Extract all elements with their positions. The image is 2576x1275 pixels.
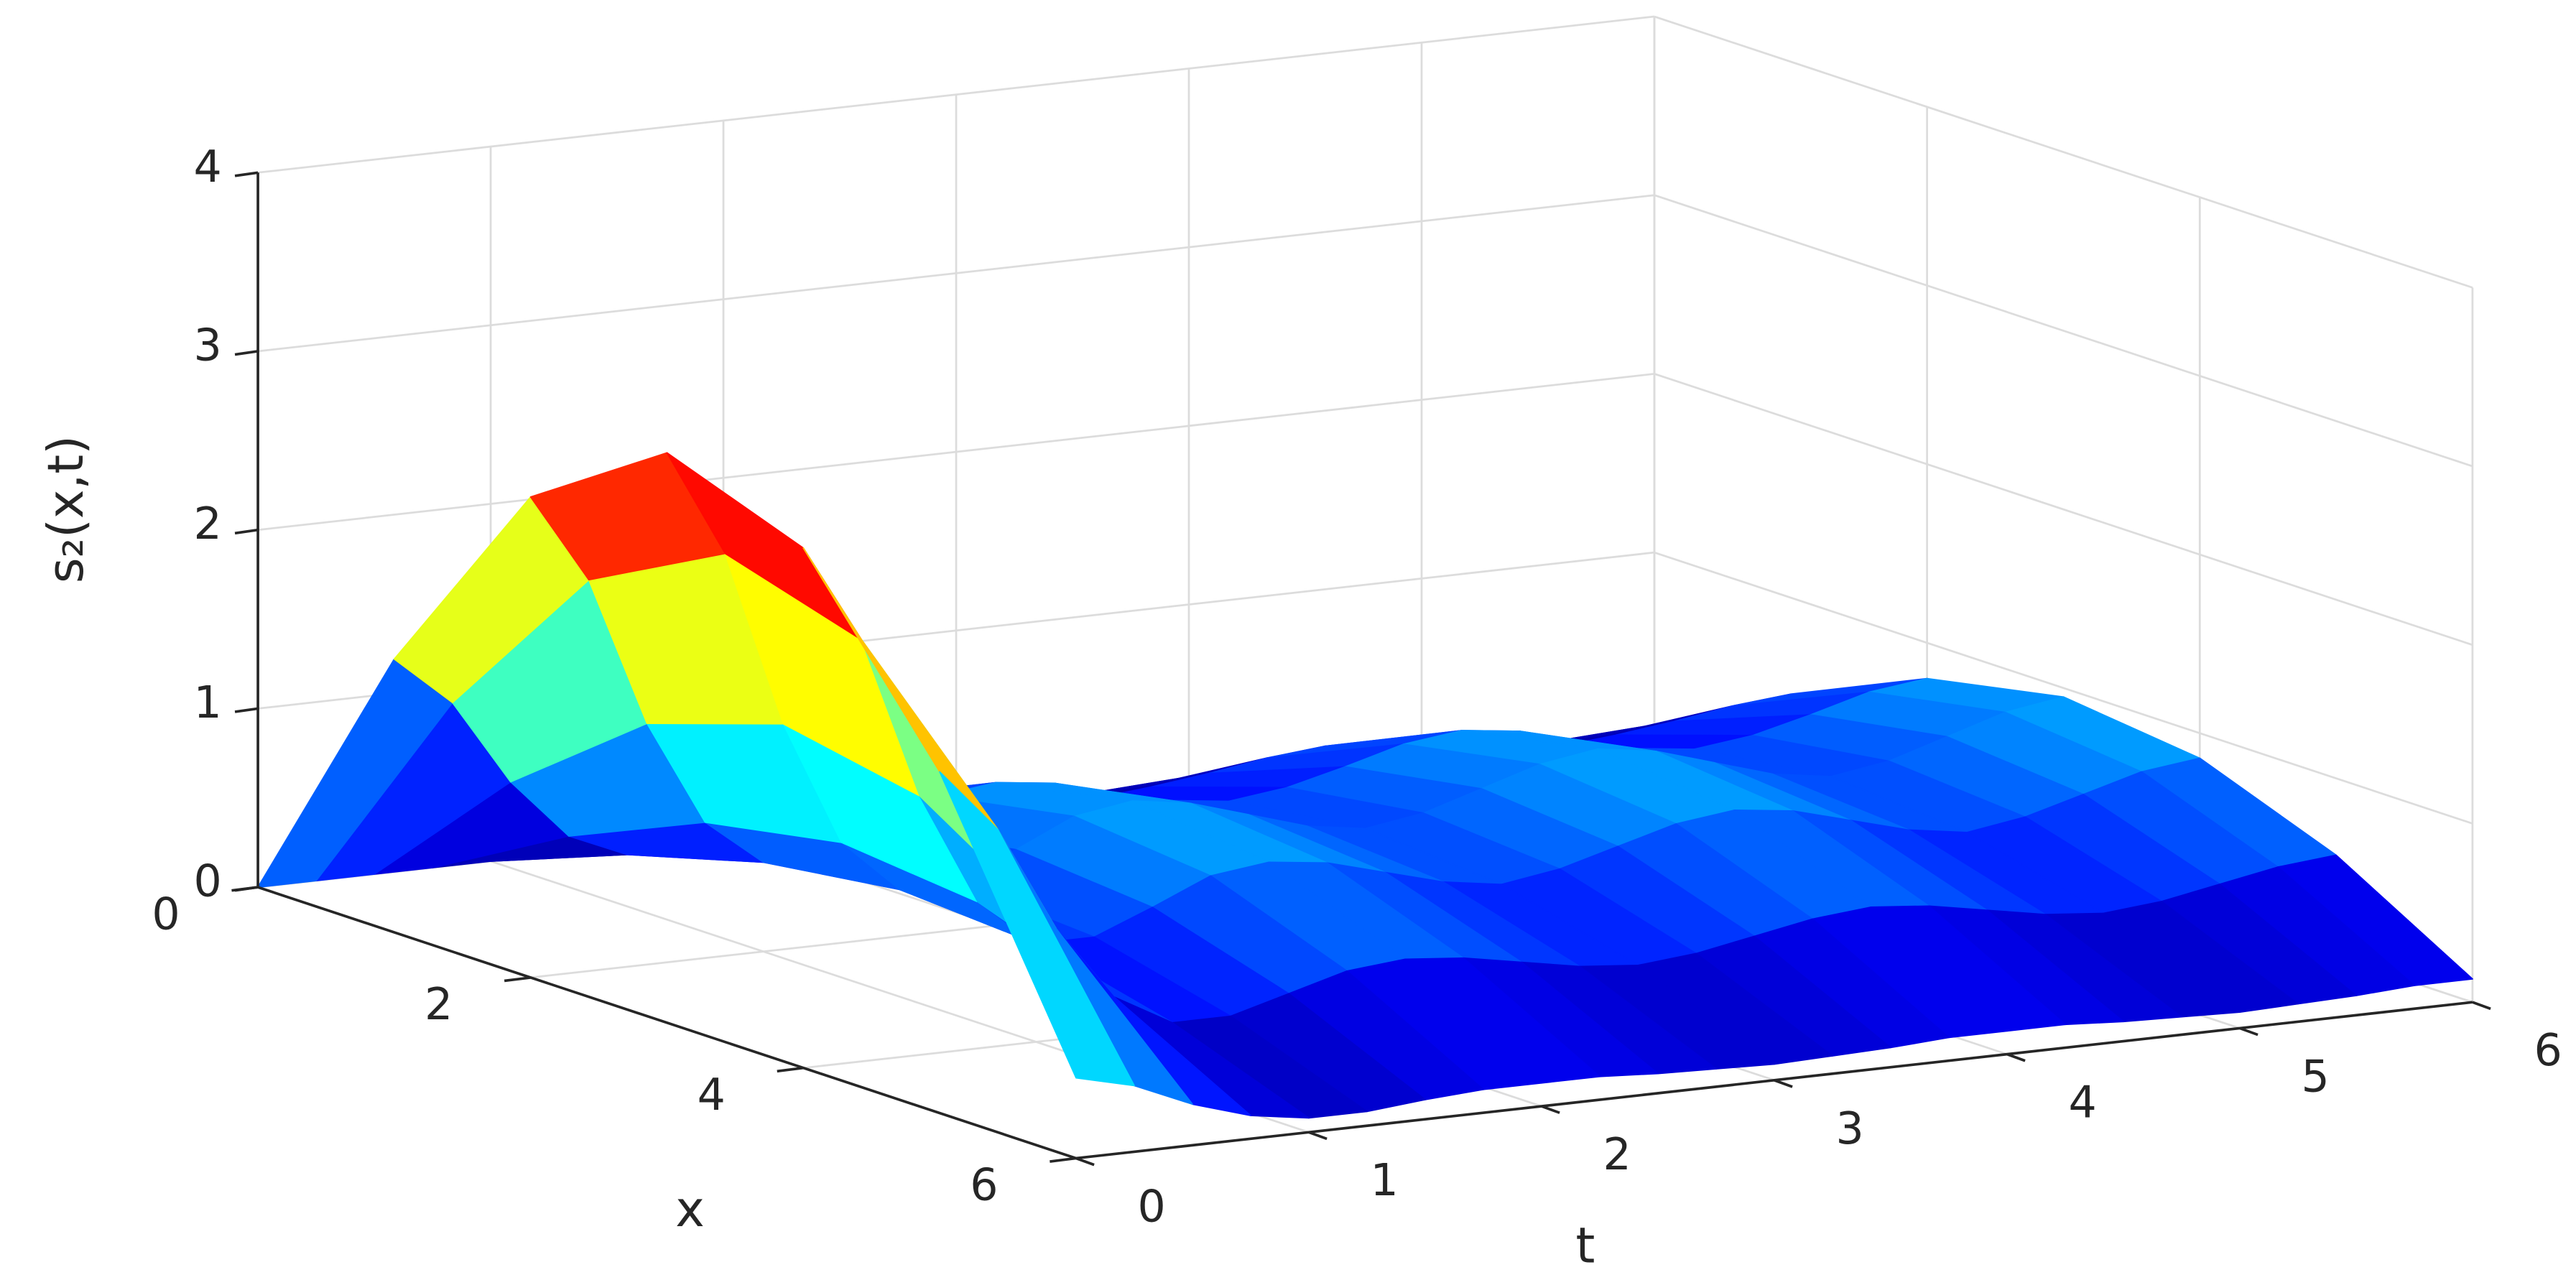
grid-line — [1654, 194, 2473, 468]
t-tick — [2472, 1001, 2491, 1011]
z-tick — [234, 528, 259, 535]
z-tick-label: 2 — [193, 498, 221, 550]
grid-line — [1654, 373, 2473, 646]
grid-line — [257, 373, 1655, 532]
z-tick-label: 0 — [193, 856, 221, 907]
x-tick-label: 6 — [970, 1159, 998, 1211]
z-tick — [234, 171, 259, 177]
x-tick-label: 4 — [698, 1069, 726, 1121]
t-tick — [1308, 1131, 1328, 1141]
x-axis-label: x — [675, 1181, 705, 1238]
z-tick-label: 1 — [193, 677, 221, 728]
t-tick-label: 3 — [1836, 1103, 1864, 1154]
t-tick-label: 4 — [2069, 1077, 2097, 1128]
x-tick — [504, 976, 531, 983]
z-tick — [234, 707, 259, 713]
z-tick — [234, 350, 259, 356]
x-tick-label: 2 — [425, 978, 453, 1030]
surface-patch — [939, 771, 1135, 1087]
grid-line — [1654, 551, 2473, 825]
x-tick-label: 0 — [152, 888, 180, 940]
grid-line — [257, 15, 1655, 174]
t-axis-label: t — [1575, 1217, 1595, 1274]
grid-line — [1654, 15, 2473, 289]
z-tick-label: 4 — [193, 141, 221, 193]
t-tick-label: 5 — [2301, 1050, 2329, 1102]
t-tick-label: 1 — [1371, 1154, 1399, 1206]
t-tick-label: 2 — [1603, 1128, 1631, 1180]
x-axis — [257, 886, 1077, 1160]
z-axis-label: s₂(x,t) — [37, 435, 95, 583]
t-tick — [1075, 1156, 1095, 1167]
t-tick-label: 0 — [1138, 1180, 1166, 1232]
t-tick — [1541, 1105, 1560, 1114]
grid-line — [257, 194, 1655, 353]
x-tick — [231, 886, 259, 892]
z-tick-label: 3 — [193, 319, 221, 371]
t-tick — [2006, 1052, 2026, 1062]
t-tick — [2239, 1026, 2258, 1037]
t-tick-label: 6 — [2534, 1024, 2562, 1076]
t-tick — [1774, 1079, 1793, 1088]
x-tick — [1050, 1156, 1077, 1163]
x-tick — [777, 1066, 804, 1073]
